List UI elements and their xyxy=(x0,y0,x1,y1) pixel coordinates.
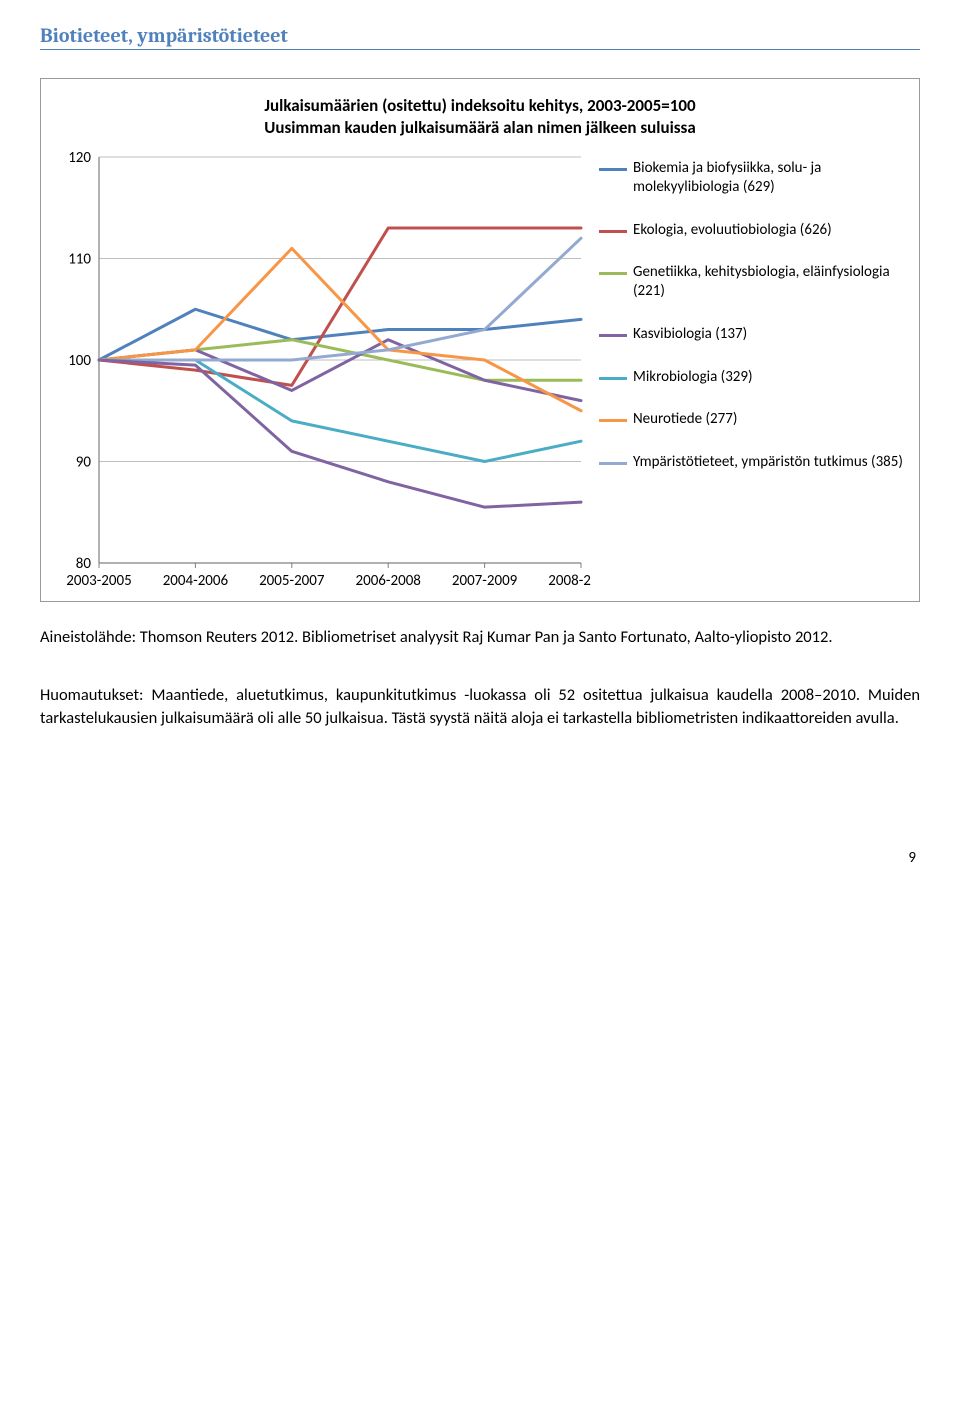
legend-item: Kasvibiologia (137) xyxy=(599,325,909,344)
svg-text:2005-2007: 2005-2007 xyxy=(259,572,325,590)
svg-text:100: 100 xyxy=(68,352,91,370)
legend-label: Neurotiede (277) xyxy=(633,410,737,429)
chart-container: Julkaisumäärien (ositettu) indeksoitu ke… xyxy=(40,78,920,602)
svg-text:110: 110 xyxy=(68,251,91,269)
legend-swatch xyxy=(599,230,627,233)
chart-title: Julkaisumäärien (ositettu) indeksoitu ke… xyxy=(61,95,899,139)
source-paragraph: Aineistolähde: Thomson Reuters 2012. Bib… xyxy=(40,626,920,648)
legend-item: Genetiikka, kehitysbiologia, eläinfysiol… xyxy=(599,263,909,301)
legend-item: Biokemia ja biofysiikka, solu- ja moleky… xyxy=(599,159,909,197)
svg-text:2007-2009: 2007-2009 xyxy=(452,572,518,590)
chart-title-line1: Julkaisumäärien (ositettu) indeksoitu ke… xyxy=(264,95,695,116)
legend-label: Mikrobiologia (329) xyxy=(633,368,753,387)
legend-label: Kasvibiologia (137) xyxy=(633,325,747,344)
section-heading: Biotieteet, ympäristötieteet xyxy=(40,24,920,50)
svg-text:80: 80 xyxy=(76,555,92,573)
legend-swatch xyxy=(599,272,627,275)
plot-area: 80 90 100 110 120 2003-2005 2004-2006 2005-2007… xyxy=(51,151,591,591)
legend-swatch xyxy=(599,334,627,337)
legend-swatch xyxy=(599,462,627,465)
legend-label: Biokemia ja biofysiikka, solu- ja moleky… xyxy=(633,159,909,197)
chart-title-line2: Uusimman kauden julkaisumäärä alan nimen… xyxy=(264,117,695,138)
legend-item: Ympäristötieteet, ympäristön tutkimus (3… xyxy=(599,453,909,472)
legend-item: Ekologia, evoluutiobiologia (626) xyxy=(599,221,909,240)
svg-text:2006-2008: 2006-2008 xyxy=(355,572,420,590)
legend-item: Mikrobiologia (329) xyxy=(599,368,909,387)
chart-legend: Biokemia ja biofysiikka, solu- ja moleky… xyxy=(591,151,909,496)
legend-item: Neurotiede (277) xyxy=(599,410,909,429)
svg-text:2008-2010: 2008-2010 xyxy=(548,572,591,590)
line-chart-svg: 80 90 100 110 120 2003-2005 2004-2006 2005-2007… xyxy=(51,151,591,591)
page-number: 9 xyxy=(40,849,920,867)
notes-paragraph: Huomautukset: Maantiede, aluetutkimus, k… xyxy=(40,684,920,729)
legend-label: Genetiikka, kehitysbiologia, eläinfysiol… xyxy=(633,263,909,301)
legend-label: Ympäristötieteet, ympäristön tutkimus (3… xyxy=(633,453,903,472)
legend-swatch xyxy=(599,419,627,422)
legend-swatch xyxy=(599,168,627,171)
legend-label: Ekologia, evoluutiobiologia (626) xyxy=(633,221,832,240)
svg-text:120: 120 xyxy=(68,151,91,167)
legend-swatch xyxy=(599,377,627,380)
svg-text:90: 90 xyxy=(76,454,92,472)
svg-text:2004-2006: 2004-2006 xyxy=(163,572,229,590)
svg-text:2003-2005: 2003-2005 xyxy=(66,572,131,590)
